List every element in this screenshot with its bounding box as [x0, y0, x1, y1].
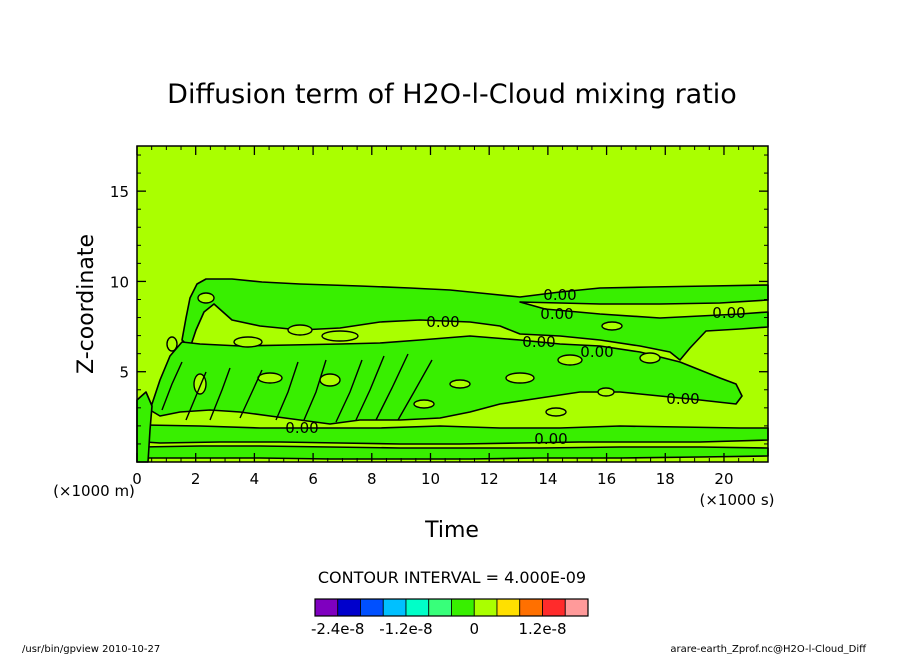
footer-right: arare-earth_Zprof.nc@H2O-l-Cloud_Diff [670, 644, 867, 654]
y-axis-unit: (×1000 m) [53, 482, 135, 500]
x-tick-label: 16 [597, 470, 616, 488]
contour-label: 0.00 [522, 333, 555, 351]
contour-region-lower-band-1 [144, 424, 769, 445]
contour-blob [557, 354, 583, 366]
plot-area: 0.00 0.00 0.00 0.00 0.00 0.00 0.00 0.00 … [136, 145, 769, 463]
contour-region-lower-band-2 [139, 445, 769, 460]
colorbar [314, 598, 589, 617]
contour-blobs [166, 292, 661, 417]
contour-blob [287, 324, 313, 336]
contour-blob [319, 373, 341, 387]
x-tick-label: 20 [714, 470, 733, 488]
x-axis-label: Time [424, 518, 479, 543]
contour-line [209, 367, 231, 421]
contour-blob [257, 372, 283, 384]
colorbar-tick-label: 1.2e-8 [518, 620, 566, 638]
colorbar-swatch [451, 598, 475, 617]
contour-line [397, 359, 433, 421]
contour-interval-text: CONTOUR INTERVAL = 4.000E-09 [318, 568, 586, 587]
contour-blob [597, 387, 615, 397]
x-tick-label: 10 [421, 470, 440, 488]
x-axis-unit: (×1000 s) [699, 491, 774, 509]
contour-blob [449, 379, 471, 389]
contour-label: 0.00 [712, 304, 745, 322]
colorbar-swatch [428, 598, 452, 617]
colorbar-frame [314, 598, 589, 617]
contour-line [375, 353, 409, 421]
x-tick-label: 12 [480, 470, 499, 488]
contour-label: 0.00 [580, 343, 613, 361]
colorbar-tick-label: -2.4e-8 [311, 620, 364, 638]
colorbar-swatch [564, 598, 589, 617]
colorbar-tick-label: -1.2e-8 [379, 620, 432, 638]
contour-label: 0.00 [666, 390, 699, 408]
colorbar-swatch [314, 598, 339, 617]
colorbar-swatch [496, 598, 521, 617]
contour-blob [321, 330, 359, 342]
contour-region-upper-band [181, 278, 769, 361]
contour-line [275, 361, 299, 421]
contour-label: 0.00 [285, 419, 318, 437]
footer-left: /usr/bin/gpview 2010-10-27 [22, 644, 160, 654]
contour-blob [545, 407, 567, 417]
colorbar-swatch [360, 598, 384, 617]
y-tick-label: 5 [119, 364, 129, 382]
colorbar-swatch [473, 598, 498, 617]
contour-label: 0.00 [540, 305, 573, 323]
colorbar-swatch [542, 598, 566, 617]
contour-streaks [161, 353, 433, 423]
contour-line [239, 369, 263, 419]
x-tick-label: 2 [191, 470, 201, 488]
colorbar-swatch [337, 598, 361, 617]
contour-label: 0.00 [534, 430, 567, 448]
colorbar-tick-label: 0 [469, 620, 479, 638]
y-tick-label: 10 [110, 273, 129, 291]
x-tick-label: 6 [308, 470, 318, 488]
contour-blob [601, 321, 623, 331]
x-tick-label: 0 [132, 470, 142, 488]
x-axis: 0 2 4 6 8 10 12 14 16 18 20 [132, 146, 769, 488]
contour-line [161, 361, 183, 411]
x-tick-label: 18 [656, 470, 675, 488]
contour-blob [233, 336, 263, 348]
colorbar-swatch [382, 598, 407, 617]
contour-blob [639, 352, 661, 364]
x-tick-label: 14 [538, 470, 557, 488]
contour-line [335, 359, 363, 423]
contour-blob [505, 372, 535, 384]
x-tick-label: 8 [367, 470, 377, 488]
contour-blob [166, 336, 178, 352]
contour-blob [197, 292, 215, 304]
chart-title: Diffusion term of H2O-l-Cloud mixing rat… [167, 79, 737, 110]
y-axis-label: Z-coordinate [74, 234, 99, 374]
colorbar-swatch [405, 598, 430, 617]
contour-label: 0.00 [426, 313, 459, 331]
contour-line [355, 355, 385, 421]
contour-region-middle [149, 335, 743, 425]
colorbar-swatch [519, 598, 543, 617]
contour-blob [413, 399, 435, 409]
y-axis: 5 10 15 [110, 154, 768, 445]
contour-line [303, 359, 327, 421]
plot-frame [136, 145, 769, 463]
contour-labels: 0.00 0.00 0.00 0.00 0.00 0.00 0.00 0.00 … [285, 286, 745, 448]
colorbar-tick-labels: -2.4e-8 -1.2e-8 0 1.2e-8 [311, 620, 567, 638]
x-tick-label: 4 [250, 470, 260, 488]
contour-line [185, 371, 207, 421]
contour-label: 0.00 [543, 286, 576, 304]
y-tick-label: 15 [110, 183, 129, 201]
